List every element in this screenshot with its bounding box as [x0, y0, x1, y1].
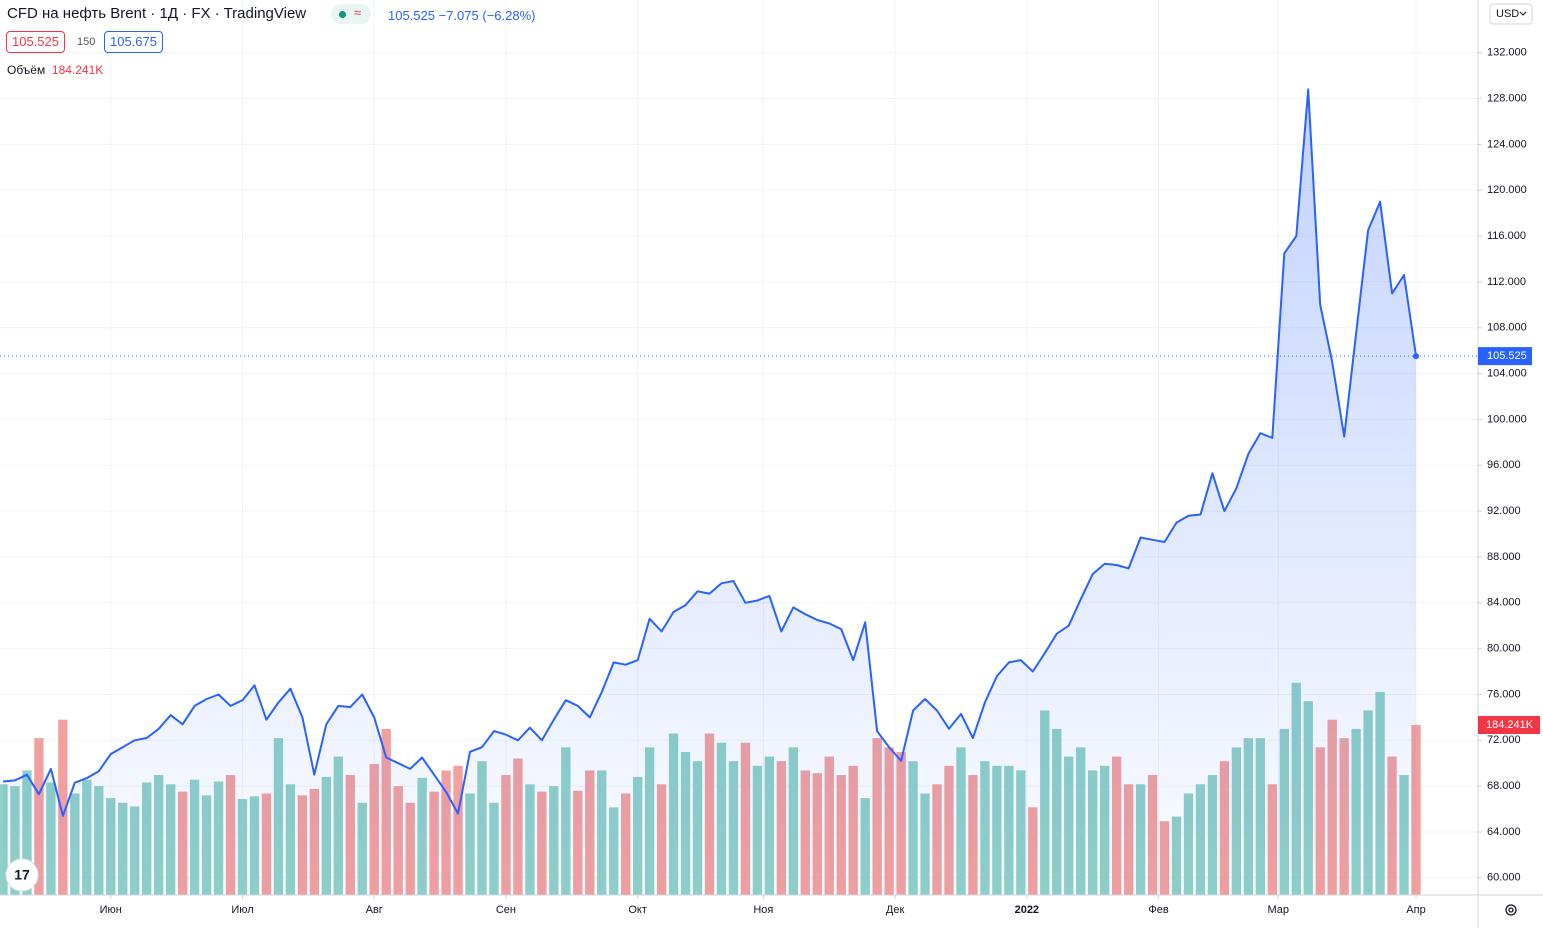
spread: 150: [77, 36, 96, 48]
y-tick-label: 124.000: [1487, 138, 1527, 150]
exchange: FX: [191, 5, 211, 22]
currency-button[interactable]: [1489, 3, 1533, 25]
x-tick-label: Июн: [100, 904, 122, 916]
last-price-tag: [1478, 347, 1532, 366]
y-tick-label: 72.000: [1487, 734, 1521, 746]
y-tick-label: 76.000: [1487, 688, 1521, 700]
x-tick-label: Авг: [366, 904, 383, 916]
currency-caret: [1519, 11, 1527, 16]
y-tick-label: 112.000: [1487, 276, 1526, 288]
x-tick-label: Окт: [628, 904, 647, 916]
x-tick-label: Сен: [496, 904, 516, 916]
y-tick-label: 84.000: [1487, 597, 1521, 609]
volume-bar: [58, 719, 68, 895]
y-tick-label: 108.000: [1487, 322, 1527, 334]
quote: 105.525 −7.075 (−6.28%): [388, 8, 535, 23]
y-tick-label: 64.000: [1487, 826, 1521, 838]
x-tick-label: Дек: [886, 904, 905, 916]
change: −7.075 (−6.28%): [438, 8, 536, 23]
delay-icon: ≈: [354, 5, 362, 20]
volume-legend: Объём 184.241K: [7, 63, 103, 77]
x-tick-label: Апр: [1406, 904, 1425, 916]
volume-tag: [1478, 716, 1540, 734]
market-dot: [339, 11, 346, 18]
price-area: [3, 89, 1416, 895]
y-tick-label: 88.000: [1487, 551, 1521, 563]
x-tick-label: 2022: [1015, 904, 1039, 916]
x-tick-label: Мар: [1268, 904, 1290, 916]
y-tick-label: 92.000: [1487, 505, 1521, 517]
status-pill[interactable]: ≈: [331, 4, 371, 24]
x-tick-label: Июл: [231, 904, 253, 916]
last-price-label: 105.525: [1487, 350, 1527, 362]
y-tick-label: 96.000: [1487, 459, 1521, 471]
currency[interactable]: USD: [1496, 8, 1519, 20]
settings-icon[interactable]: [1505, 904, 1517, 916]
y-tick-label: 116.000: [1487, 230, 1526, 242]
y-tick-label: 60.000: [1487, 872, 1521, 884]
interval: 1Д: [159, 5, 178, 22]
y-tick-label: 132.000: [1487, 47, 1527, 59]
y-tick-label: 100.000: [1487, 413, 1527, 425]
volume-tag-label: 184.241K: [1486, 719, 1534, 731]
tv-logo[interactable]: 17: [5, 858, 39, 892]
ask-button[interactable]: 105.675: [104, 31, 163, 53]
last-price: 105.525: [388, 8, 435, 23]
y-tick-label: 120.000: [1487, 184, 1527, 196]
volume-last: 184.241K: [51, 63, 104, 77]
y-tick-label: 104.000: [1487, 367, 1527, 379]
y-tick-label: 128.000: [1487, 92, 1527, 104]
x-tick-label: Фев: [1148, 904, 1168, 916]
y-tick-label: 68.000: [1487, 780, 1521, 792]
y-tick-label: 80.000: [1487, 643, 1521, 655]
source: TradingView: [223, 5, 307, 22]
symbol: CFD на нефть Brent: [7, 5, 147, 22]
volume-name: Объём: [7, 63, 46, 77]
bid-button[interactable]: 105.525: [6, 31, 65, 53]
price-line: [2, 88, 1417, 817]
svg-text:17: 17: [14, 867, 30, 883]
x-tick-label: Ноя: [753, 904, 773, 916]
last-point: [1413, 353, 1419, 360]
symbol-title: CFD на нефть Brent · 1Д · FX · TradingVi…: [7, 5, 307, 22]
